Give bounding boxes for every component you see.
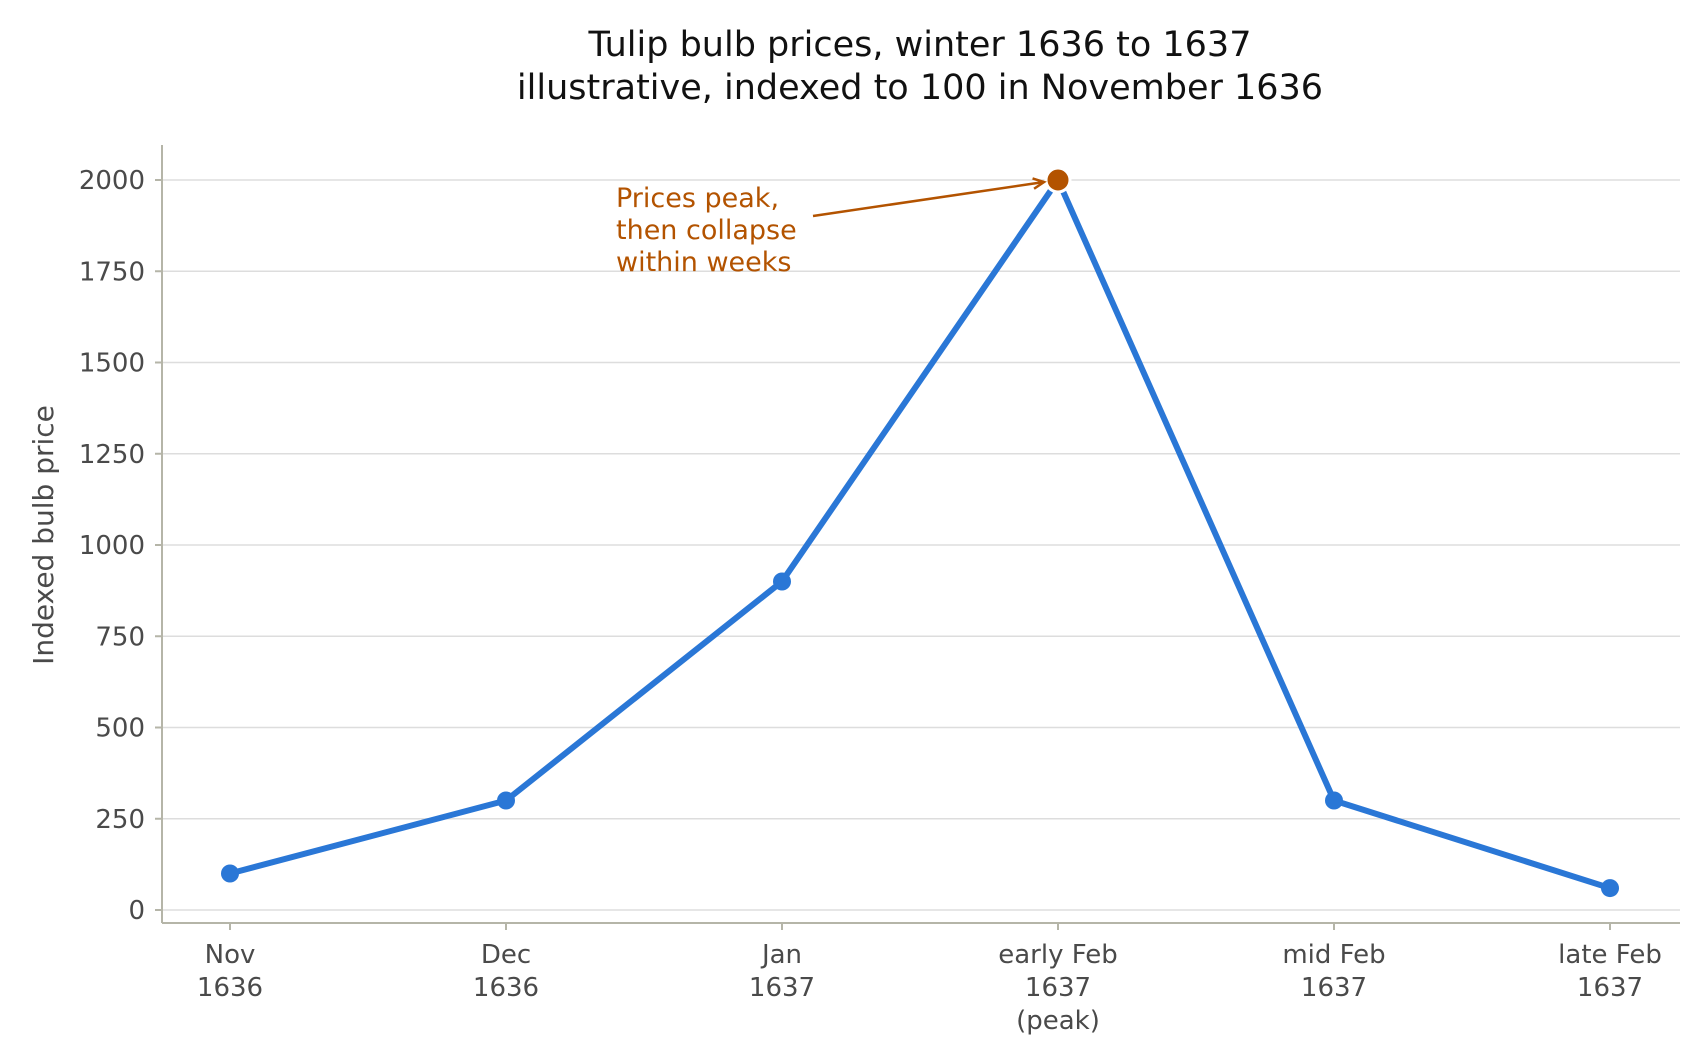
annotation-line-2: within weeks (616, 247, 792, 278)
chart-title: Tulip bulb prices, winter 1636 to 1637 (588, 25, 1252, 65)
x-tick-label-1-line-1: 1636 (473, 973, 539, 1003)
y-tick-label-0: 0 (128, 896, 145, 926)
x-tick-label-3-line-0: early Feb (998, 940, 1118, 970)
x-tick-label-0-line-0: Nov (205, 940, 256, 970)
x-tick-label-4-line-0: mid Feb (1282, 940, 1385, 970)
x-tick-label-1-line-0: Dec (481, 940, 531, 970)
data-point-0 (221, 864, 239, 883)
x-tick-label-2-line-1: 1637 (749, 973, 815, 1003)
data-point-5 (1601, 879, 1619, 898)
y-tick-labels: 0 250 500 750 1000 1250 1500 1750 2000 (79, 166, 145, 926)
axes (155, 145, 1680, 930)
y-tick-label-1250: 1250 (79, 440, 145, 470)
chart-subtitle: illustrative, indexed to 100 in November… (517, 68, 1323, 108)
annotation-arrow-head (1032, 177, 1047, 190)
data-points (221, 166, 1619, 898)
y-tick-label-1500: 1500 (79, 349, 145, 379)
y-tick-label-2000: 2000 (79, 166, 145, 196)
annotation-line-0: Prices peak, (616, 183, 779, 214)
x-tick-label-5-line-0: late Feb (1558, 940, 1662, 970)
series-line-layer (227, 177, 1613, 892)
data-point-4 (1325, 791, 1343, 810)
peak-point (1044, 166, 1072, 194)
x-tick-label-3-line-2: (peak) (1016, 1006, 1100, 1036)
gridlines (162, 179, 1680, 911)
y-axis-label: Indexed bulb price (27, 405, 60, 665)
x-tick-label-4-line-1: 1637 (1301, 973, 1367, 1003)
y-tick-label-250: 250 (95, 805, 145, 835)
y-tick-label-1750: 1750 (79, 257, 145, 287)
x-tick-label-0-line-1: 1636 (197, 973, 263, 1003)
data-point-2 (773, 572, 791, 591)
y-tick-label-1000: 1000 (79, 531, 145, 561)
x-tick-label-2-line-0: Jan (760, 940, 802, 970)
annotation-arrow-shaft (812, 180, 1045, 218)
x-tick-label-3-line-1: 1637 (1025, 973, 1091, 1003)
annotation-line-1: then collapse (616, 215, 797, 246)
data-point-1 (497, 791, 515, 810)
y-tick-label-500: 500 (95, 714, 145, 744)
x-tick-label-5-line-1: 1637 (1577, 973, 1643, 1003)
series-line-0 (227, 177, 1613, 892)
y-tick-label-750: 750 (95, 622, 145, 652)
